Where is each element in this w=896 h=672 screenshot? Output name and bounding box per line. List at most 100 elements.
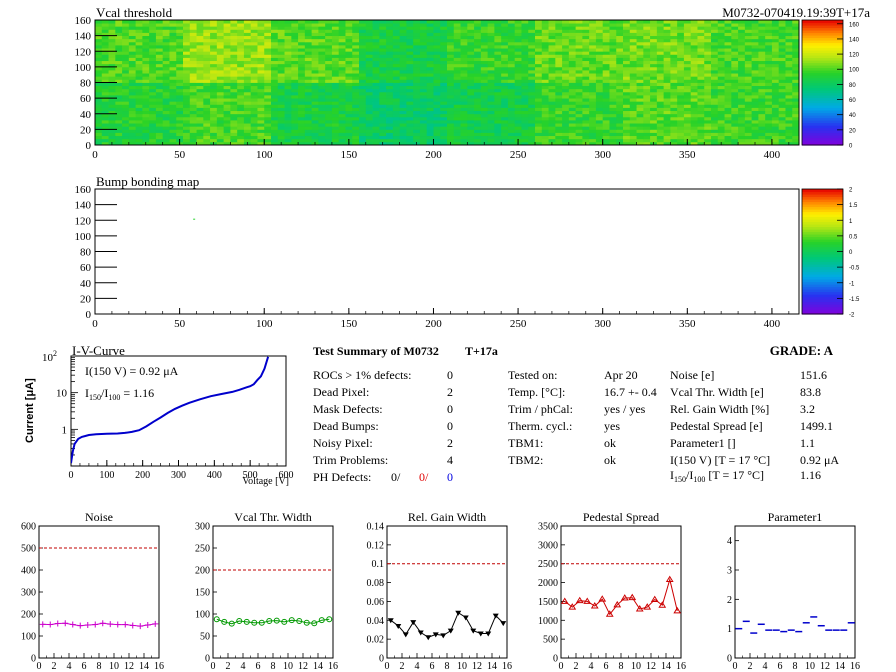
vcal-cell — [636, 48, 644, 52]
vcal-cell — [183, 23, 191, 27]
vcal-cell — [751, 32, 759, 37]
vcal-cell — [176, 91, 184, 96]
vcal-cell — [697, 120, 705, 124]
vcal-cell — [758, 104, 766, 108]
vcal-cell — [426, 101, 434, 105]
vcal-cell — [142, 135, 150, 140]
vcal-cell — [162, 135, 170, 140]
vcal-cell — [521, 32, 529, 37]
vcal-cell — [738, 20, 746, 24]
vcal-cell — [237, 110, 245, 115]
vcal-cell — [250, 60, 258, 65]
vcal-cell — [271, 32, 279, 37]
vcal-cell — [203, 116, 211, 121]
small-y-tick-label: 0.04 — [367, 616, 385, 627]
vcal-cell — [379, 63, 387, 68]
vcal-cell — [636, 45, 644, 49]
vcal-cell — [298, 95, 306, 99]
vcal-cell — [738, 126, 746, 130]
vcal-cell — [629, 129, 637, 133]
vcal-cell — [690, 76, 698, 80]
vcal-cell — [365, 29, 373, 33]
vcal-cell — [453, 129, 461, 133]
small-x-tick-label: 14 — [661, 661, 671, 672]
vcal-cell — [460, 132, 468, 137]
vcal-cell — [122, 73, 130, 77]
vcal-cell — [318, 20, 326, 24]
vcal-cell — [697, 54, 705, 58]
vcal-cell — [704, 104, 712, 108]
vcal-cell — [582, 51, 590, 55]
vcal-cell — [210, 51, 218, 55]
vcal-cell — [778, 73, 786, 77]
vcal-cell — [670, 20, 678, 24]
vcal-cell — [271, 20, 279, 24]
vcal-cell — [656, 123, 665, 127]
vcal-cell — [386, 110, 394, 115]
vcal-cell — [149, 51, 157, 55]
vcal-cell — [257, 116, 265, 121]
vcal-cell — [724, 63, 732, 68]
vcal-cell — [744, 73, 753, 77]
vcal-cell — [169, 91, 177, 96]
colorbar-step — [802, 72, 843, 76]
vcal-cell — [528, 54, 536, 58]
vcal-cell — [304, 57, 313, 62]
vcal-cell — [474, 76, 482, 80]
vcal-cell — [555, 23, 563, 27]
vcal-cell — [683, 23, 692, 27]
vcal-cell — [250, 51, 258, 55]
vcal-cell — [325, 60, 333, 65]
colorbar-tick-label: 0.5 — [849, 234, 858, 240]
vcal-cell — [643, 129, 651, 133]
vcal-cell — [345, 116, 353, 121]
vcal-cell — [602, 113, 610, 118]
vcal-cell — [426, 35, 434, 40]
vcal-cell — [149, 123, 157, 127]
series-line — [390, 611, 504, 638]
vcal-cell — [311, 101, 319, 105]
vcal-cell — [717, 107, 725, 112]
vcal-cell — [643, 48, 651, 52]
vcal-cell — [365, 135, 373, 140]
vcal-cell — [95, 132, 103, 137]
vcal-cell — [203, 48, 211, 52]
vcal-cell — [277, 95, 285, 99]
vcal-cell — [406, 88, 414, 93]
vcal-cell — [562, 98, 570, 102]
data-point — [266, 618, 273, 625]
vcal-cell — [162, 98, 170, 102]
vcal-cell — [243, 29, 252, 33]
colorbar-tick-label: -1.5 — [849, 297, 860, 303]
vcal-cell — [203, 70, 211, 74]
vcal-cell — [595, 20, 604, 24]
vcal-cell — [704, 60, 712, 65]
vcal-cell — [589, 141, 597, 145]
vcal-cell — [176, 79, 184, 83]
vcal-cell — [514, 79, 522, 83]
vcal-cell — [623, 82, 631, 87]
small-x-tick-label: 0 — [559, 661, 564, 672]
vcal-cell — [440, 60, 448, 65]
vcal-cell — [589, 48, 597, 52]
vcal-cell — [189, 107, 197, 112]
vcal-cell — [528, 104, 536, 108]
vcal-cell — [203, 51, 211, 55]
vcal-cell — [399, 110, 407, 115]
vcal-cell — [264, 123, 272, 127]
vcal-cell — [108, 29, 116, 33]
vcal-cell — [501, 104, 509, 108]
vcal-cell — [494, 54, 502, 58]
vcal-cell — [595, 57, 604, 62]
colorbar-step — [802, 22, 843, 26]
vcal-cell — [595, 32, 604, 37]
vcal-cell — [758, 60, 766, 65]
vcal-cell — [345, 88, 353, 93]
vcal-cell — [704, 57, 712, 62]
vcal-cell — [568, 60, 577, 65]
vcal-cell — [575, 54, 583, 58]
vcal-cell — [650, 73, 658, 77]
vcal-cell — [731, 85, 739, 90]
vcal-cell — [643, 41, 651, 46]
